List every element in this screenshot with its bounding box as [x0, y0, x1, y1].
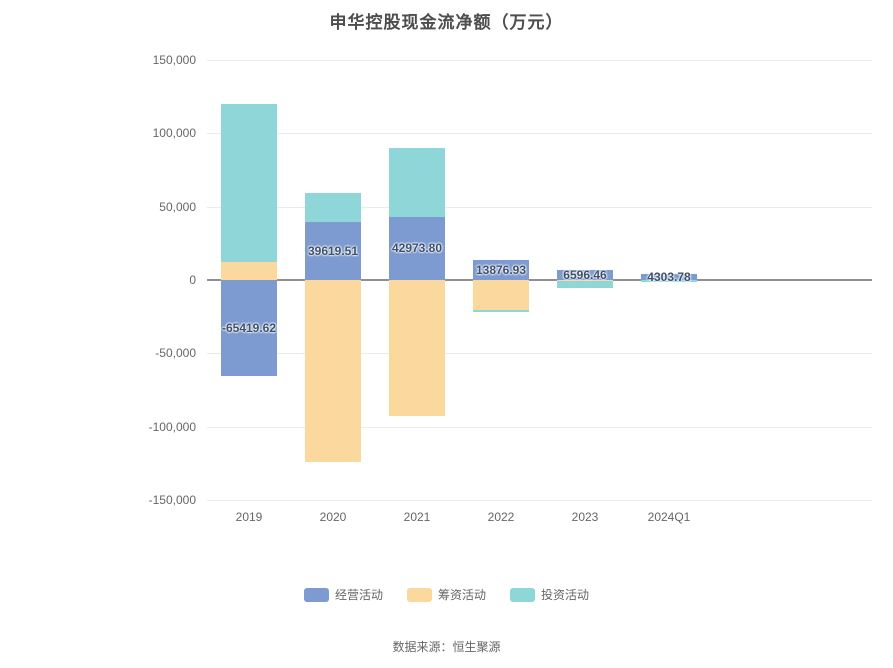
bar-segment-series-1[interactable] [221, 262, 277, 280]
bar-segment-series-1[interactable] [473, 280, 529, 311]
legend-swatch [303, 587, 329, 602]
legend-item-series-0[interactable]: 经营活动 [303, 586, 383, 603]
legend-label: 筹资活动 [437, 588, 486, 602]
data-label: 39619.51 [307, 243, 359, 258]
chart-title: 申华控股现金流净额（万元） [329, 13, 564, 32]
legend: 经营活动 筹资活动 投资活动 [0, 586, 893, 603]
legend-label: 投资活动 [541, 588, 590, 602]
y-axis-tick-label: 150,000 [152, 53, 196, 67]
gridline [207, 206, 872, 208]
bar-segment-series-1[interactable] [305, 280, 361, 462]
x-axis-tick-label: 2020 [319, 510, 347, 524]
bar-segment-series-2[interactable] [557, 280, 613, 289]
bar-segment-series-2[interactable] [389, 148, 445, 217]
bar-segment-series-2[interactable] [473, 310, 529, 313]
legend-swatch [510, 587, 535, 602]
legend-item-series-1[interactable]: 筹资活动 [406, 586, 486, 603]
y-axis-tick-label: -150,000 [148, 493, 196, 507]
data-label: 42973.80 [391, 241, 443, 256]
y-axis-tick-label: 50,000 [159, 199, 196, 214]
y-axis-tick-label: 0 [189, 273, 196, 287]
bar-segment-series-0[interactable] [389, 216, 445, 280]
gridline [207, 60, 872, 61]
x-axis-tick-label: 2024Q1 [647, 510, 691, 524]
bar-segment-series-0[interactable] [557, 270, 613, 280]
x-axis-tick-label: 2023 [571, 510, 599, 524]
bar-segment-series-2[interactable] [305, 192, 361, 222]
bar-segment-series-1[interactable] [557, 280, 613, 281]
x-axis-tick-label: 2021 [403, 510, 431, 524]
data-label: 4303.78 [647, 269, 691, 284]
bar-segment-series-2[interactable] [221, 104, 277, 263]
gridline [207, 133, 872, 135]
bar-segment-series-1[interactable] [389, 280, 445, 417]
bar-segment-series-0[interactable] [641, 273, 697, 280]
gridline [207, 500, 872, 501]
y-axis-tick-label: -50,000 [155, 346, 196, 361]
x-axis-tick-label: 2022 [487, 510, 515, 524]
data-label: -65419.62 [221, 320, 277, 335]
bar-segment-series-0[interactable] [305, 221, 361, 280]
y-axis-tick-label: 100,000 [152, 126, 196, 141]
data-label: 6596.46 [563, 268, 607, 283]
bar-segment-series-0[interactable] [221, 280, 277, 376]
y-axis-tick-label: -100,000 [148, 419, 196, 434]
gridline [207, 426, 872, 428]
legend-label: 经营活动 [334, 588, 383, 602]
legend-item-series-2[interactable]: 投资活动 [510, 586, 589, 603]
x-axis-tick-label: 2019 [235, 510, 263, 524]
bar-segment-series-0[interactable] [473, 259, 529, 280]
bar-segment-series-2[interactable] [641, 280, 697, 283]
legend-swatch [406, 587, 432, 602]
data-source-note: 数据来源：恒生聚源 [392, 640, 501, 654]
zero-axis-line [207, 279, 872, 281]
data-label: 13876.93 [475, 262, 527, 277]
gridline [207, 353, 872, 355]
